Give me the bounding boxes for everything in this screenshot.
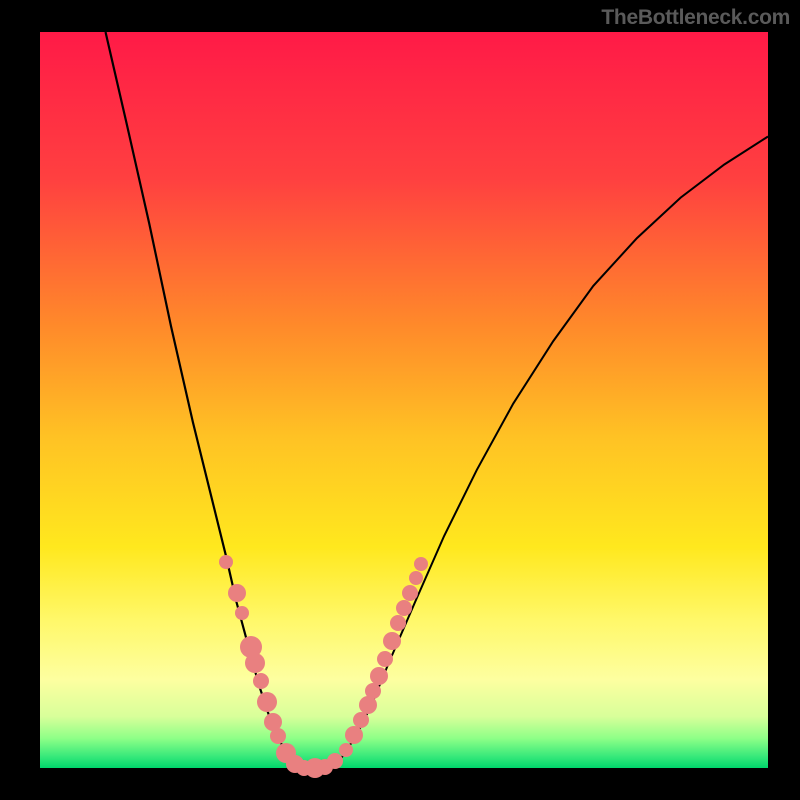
marker-dot (245, 653, 265, 673)
marker-dot (377, 651, 393, 667)
marker-dot (409, 571, 423, 585)
marker-dot (370, 667, 388, 685)
marker-dot (345, 726, 363, 744)
marker-dot (402, 585, 418, 601)
marker-dot (359, 696, 377, 714)
plot-area (40, 32, 768, 768)
marker-dot (396, 600, 412, 616)
marker-dot (339, 743, 353, 757)
marker-dot (270, 728, 286, 744)
marker-dot (219, 555, 233, 569)
marker-dot (365, 683, 381, 699)
marker-dot (353, 712, 369, 728)
watermark-text: TheBottleneck.com (601, 6, 790, 30)
marker-dot (253, 673, 269, 689)
marker-dot (383, 632, 401, 650)
marker-dot (228, 584, 246, 602)
marker-dot (414, 557, 428, 571)
marker-dot (390, 615, 406, 631)
marker-dot (235, 606, 249, 620)
curve-left (106, 32, 310, 768)
curves-layer (40, 32, 768, 768)
marker-dot (257, 692, 277, 712)
